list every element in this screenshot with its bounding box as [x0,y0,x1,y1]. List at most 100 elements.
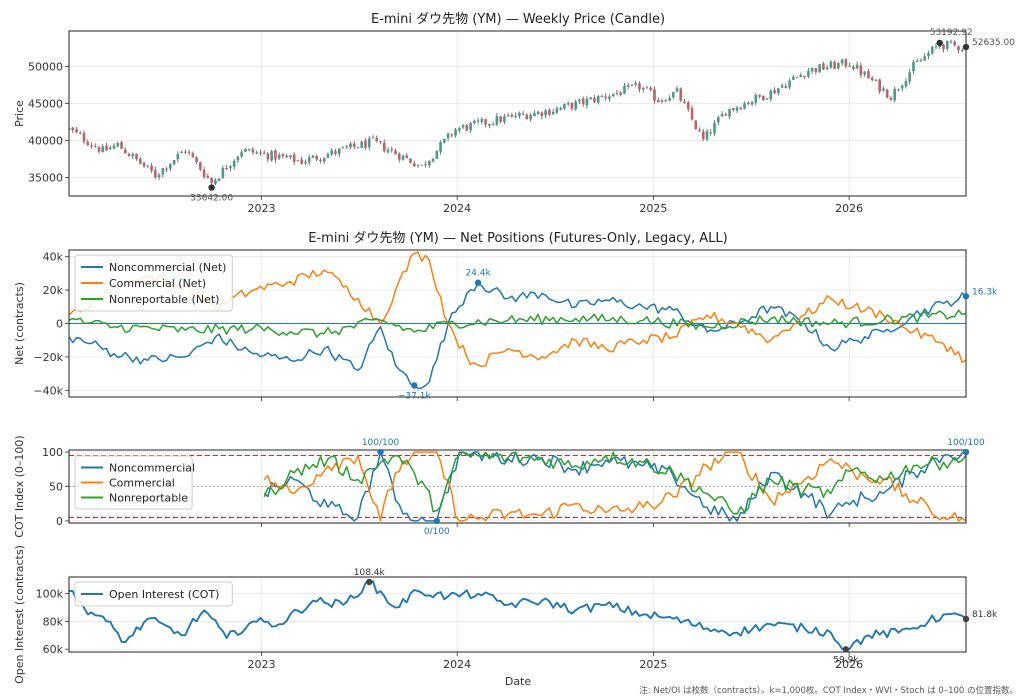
candle-body [668,98,671,101]
candle-body [780,85,784,88]
y-axis-label: Net (contracts) [13,282,26,365]
candle-body [266,153,270,160]
candle-body [274,150,277,160]
candle-body [930,46,934,54]
candle-body [822,63,825,70]
candle-body [461,125,465,128]
candle-body [649,87,653,90]
legend-entry: Nonreportable (Net) [109,293,219,306]
candle-body [739,107,743,110]
candle-body [319,160,322,162]
candle-body [536,111,540,114]
candle-body [728,108,731,117]
candle-body [604,96,608,99]
candle-body [330,150,334,155]
open-interest-panel: 60k 80k 100k 2023 2024 2025 2026 Open Interest … [13,545,998,684]
candle-body [409,158,412,163]
legend-box [74,455,193,510]
candle-body [949,41,953,43]
annotation-marker [962,43,970,51]
annotation-label: 59.9k [833,655,859,665]
candle-body [416,164,420,166]
candle-body [93,145,97,147]
candle-body [112,145,116,149]
candle-body [251,149,255,153]
candle-body [446,133,450,139]
candle-body [105,145,108,151]
annotation-marker [377,448,384,456]
candle-body [240,152,243,157]
candle-body [349,143,352,148]
candle-body [626,85,630,87]
candle-body [296,160,300,162]
candle-body [518,112,521,117]
candle-body [86,141,90,146]
annotation-label: 52635.00 [972,38,1015,48]
candle-body [938,45,942,48]
candle-body [638,83,641,90]
candle-body [375,137,379,142]
candle-body [281,154,285,157]
legend-box [74,581,233,607]
candle-body [277,154,281,159]
candle-body [157,175,161,178]
candle-body [870,77,874,81]
candle-body [150,165,153,171]
annotation-marker [366,578,373,586]
candle-body [593,97,596,102]
price-panel-title: E-mini ダウ先物 (YM) — Weekly Price (Candle) [371,12,665,27]
candle-body [394,150,397,155]
candle-body [476,120,480,122]
candle-body [743,103,746,109]
candle-body [382,142,386,152]
candle-body [701,131,705,139]
candle-body [686,102,690,110]
candle-body [71,127,75,131]
candle-body [334,150,337,154]
candle-body [90,145,93,147]
annotation-marker [936,39,943,47]
candle-body [435,150,439,159]
candle-body [101,146,105,152]
candle-body [206,176,210,178]
candle-body [488,123,491,126]
candle-body [915,61,919,63]
candle-body [792,76,795,80]
candle-body [529,115,532,120]
y-tick-label: 20k [43,284,64,297]
candle-body [829,61,833,68]
candle-body [934,46,938,48]
candle-body [454,129,457,136]
candle-body [908,72,912,82]
price-panel: 35000 40000 45000 50000 2023 2024 2025 2026 Pric… [13,28,1015,215]
candle-body [555,108,559,113]
series-line-1 [263,451,966,522]
candle-body [803,75,806,78]
candle-body [548,109,551,115]
candle-body [679,88,683,101]
candle-body [855,64,859,69]
candle-body [300,159,304,164]
candle-body [412,163,416,167]
candle-body [315,155,319,160]
candle-body [777,88,780,94]
candle-body [795,76,799,78]
candle-body [683,101,686,103]
candle-body [364,140,367,148]
x-axis-label: Date [505,675,532,688]
candle-body [356,147,360,149]
candle-body [953,41,957,46]
candle-body [169,164,172,169]
y-tick-label: 40000 [28,135,63,148]
candle-body [810,67,814,72]
candle-body [510,114,514,117]
candle-body [307,157,311,163]
annotation-label: 0/100 [424,527,450,537]
candle-body [75,129,78,133]
candle-body [814,68,818,73]
candle-body [427,160,431,166]
candle-body [465,125,469,131]
candle-body [645,87,649,89]
candle-body [270,151,273,161]
